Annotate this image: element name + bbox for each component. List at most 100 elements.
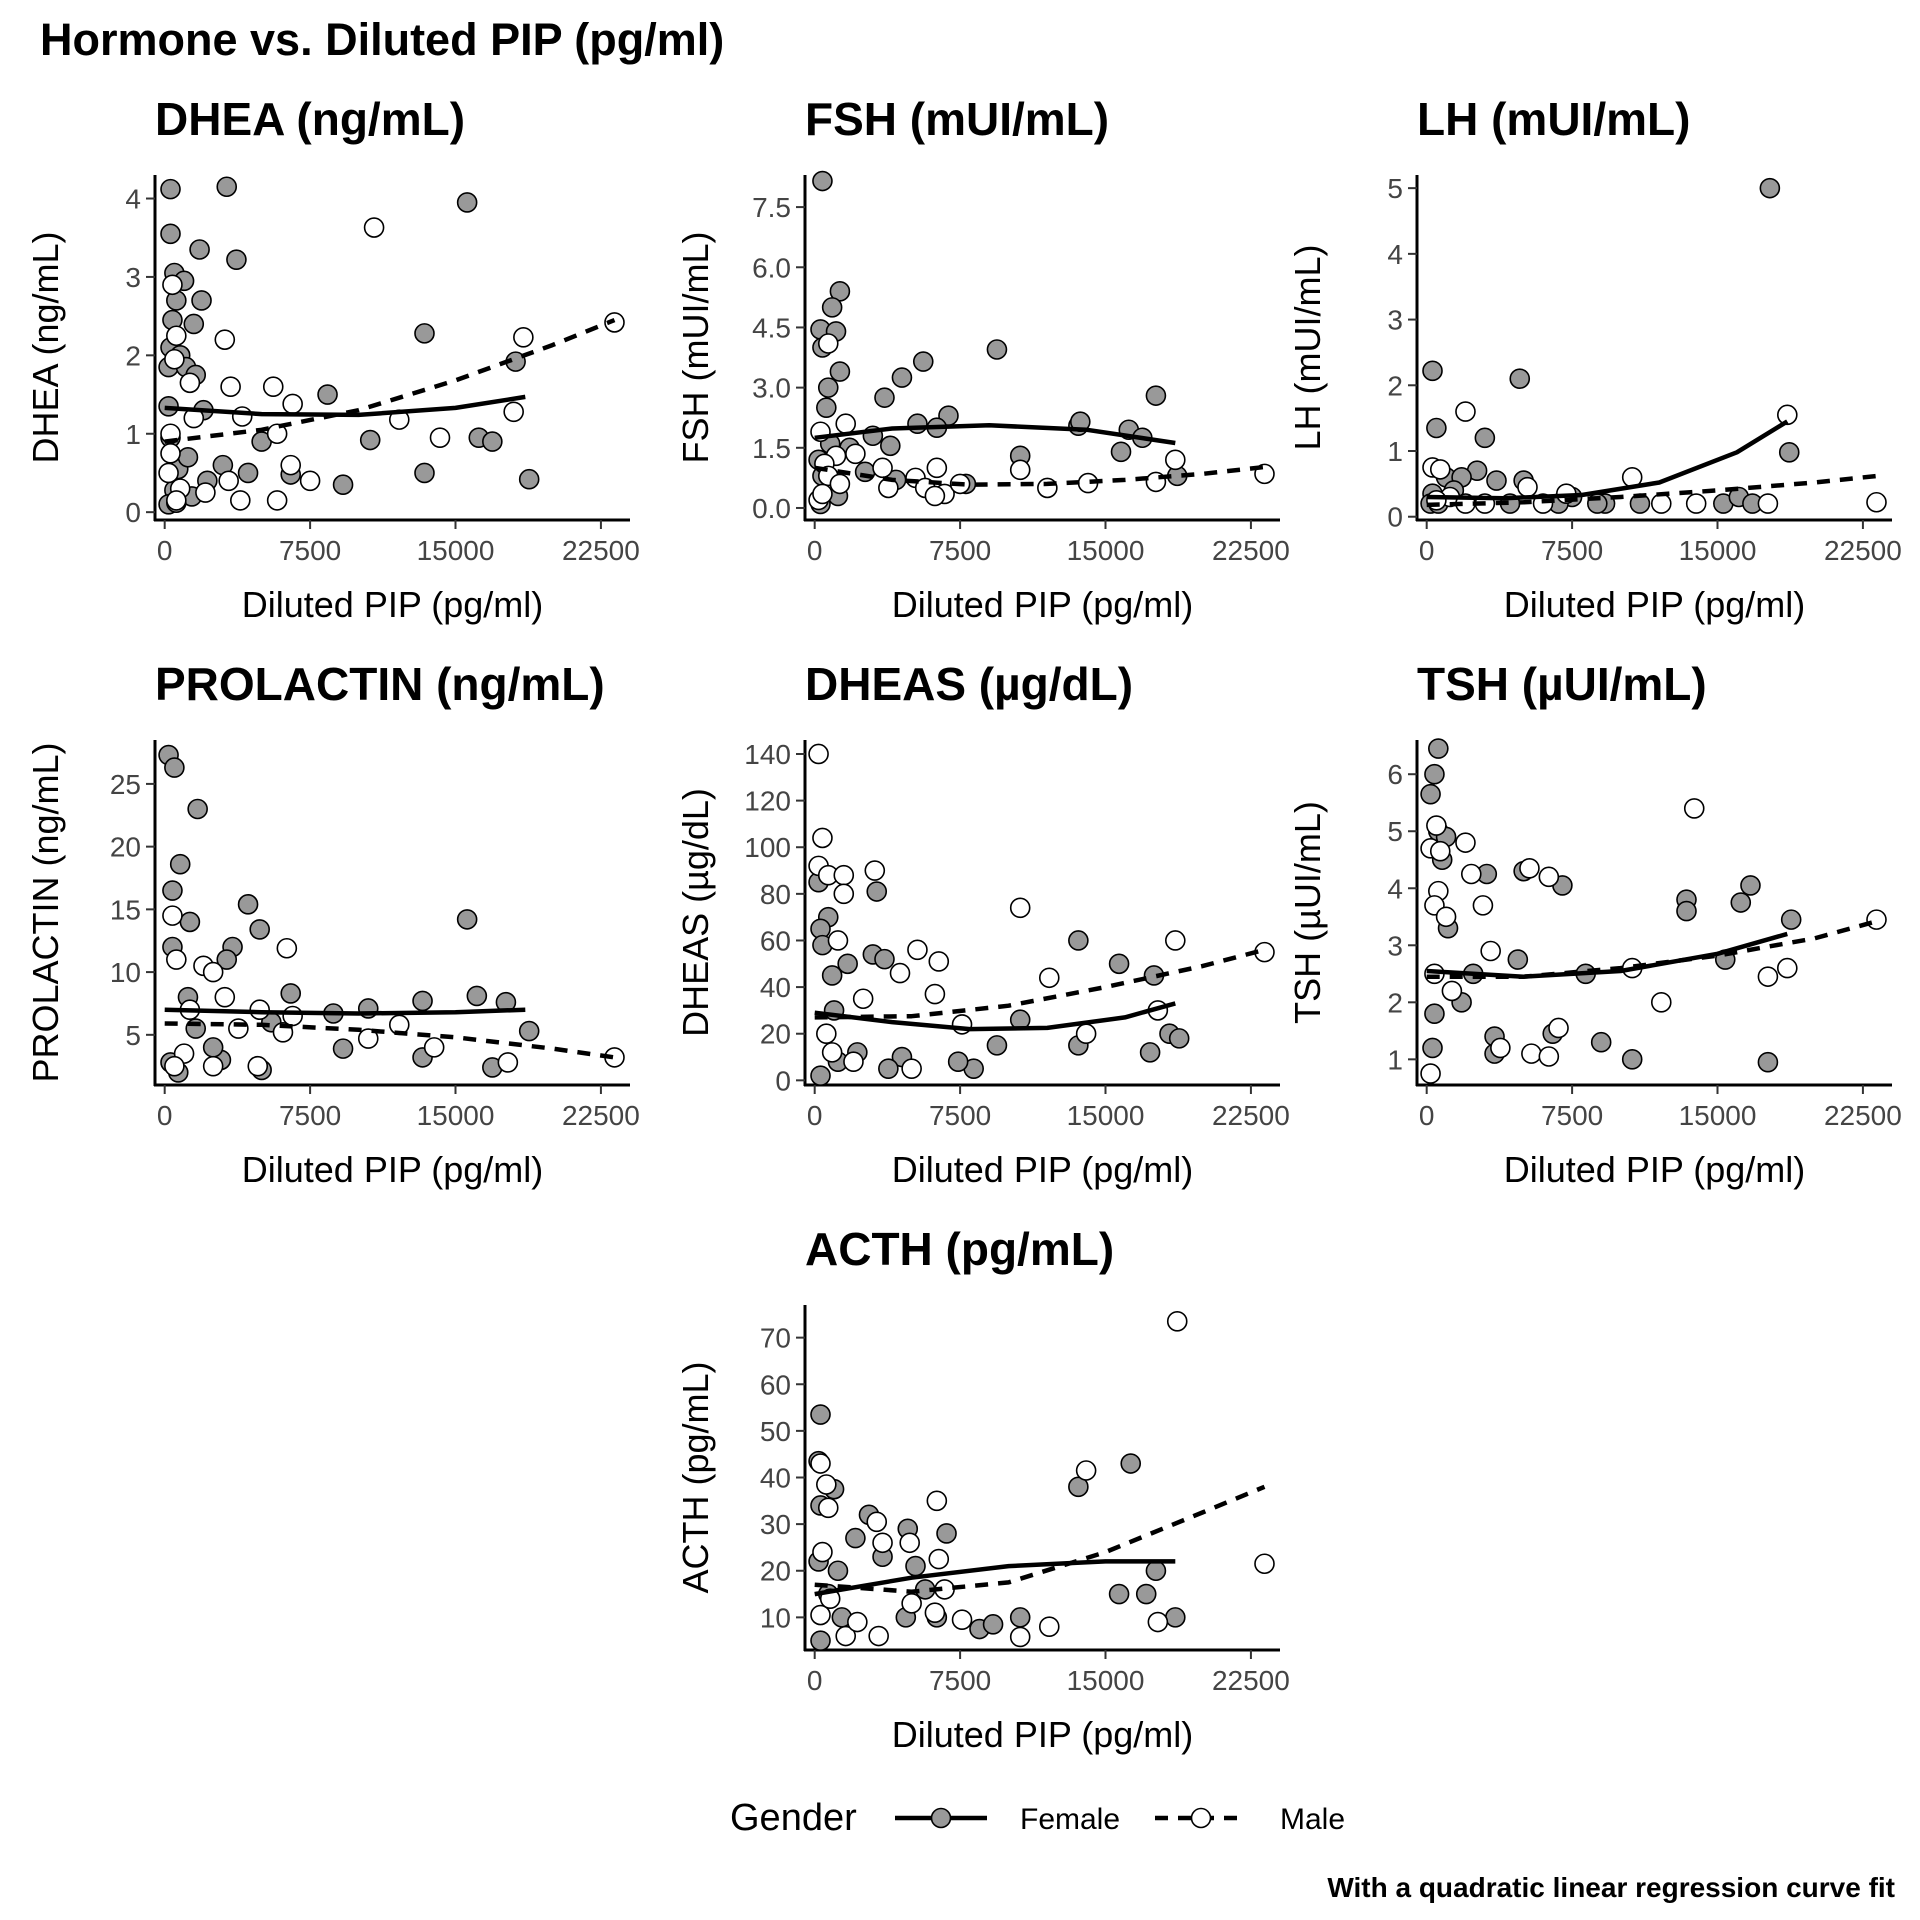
data-point (518, 1020, 540, 1042)
data-point (947, 1051, 969, 1072)
data-point (218, 470, 239, 492)
data-point (874, 948, 895, 970)
data-point (1778, 442, 1800, 463)
y-axis-title: ACTH (pg/mL) (675, 1361, 716, 1593)
x-tick-label: 15000 (1679, 1100, 1757, 1131)
data-point (513, 327, 534, 348)
data-point (1509, 368, 1531, 390)
data-point (986, 339, 1008, 360)
data-point (162, 905, 183, 926)
data-point (845, 1527, 866, 1549)
series-male (810, 1311, 1275, 1648)
data-point (827, 1560, 849, 1582)
y-tick-label: 5 (1387, 173, 1403, 204)
data-point (1866, 909, 1887, 930)
y-tick-label: 60 (760, 1369, 791, 1400)
data-point (821, 1042, 843, 1063)
legend-key-point-female (930, 1807, 952, 1829)
data-point (926, 457, 948, 479)
data-point (456, 192, 478, 213)
y-tick-label: 7.5 (752, 192, 791, 223)
data-point (878, 1058, 899, 1079)
x-tick-label: 22500 (1212, 1665, 1290, 1696)
data-point (166, 490, 187, 511)
data-point (852, 988, 874, 1010)
data-point (1068, 1476, 1089, 1498)
data-point (1075, 1023, 1097, 1045)
y-tick-label: 4 (125, 184, 141, 215)
data-point (912, 351, 934, 372)
data-point (332, 1038, 354, 1059)
data-point (1120, 1453, 1142, 1474)
data-point (1428, 738, 1449, 759)
panel-title: DHEAS (µg/dL) (805, 658, 1133, 710)
data-point (1676, 900, 1697, 922)
x-tick-label: 15000 (1679, 535, 1757, 566)
y-tick-label: 10 (760, 1602, 791, 1633)
data-point (166, 325, 187, 347)
x-tick-label: 22500 (562, 1100, 640, 1131)
data-point (1038, 1616, 1060, 1637)
data-point (1757, 493, 1779, 514)
panel-title: DHEA (ng/mL) (155, 93, 465, 145)
data-point (835, 1625, 857, 1647)
fit-curve-female (1426, 931, 1788, 979)
data-point (179, 911, 201, 933)
panel-2: FSH (mUI/mL) 0 7500 15000 22500 0.0 1.5 3.0 4.5 6… (675, 93, 1290, 625)
data-point (1455, 401, 1476, 422)
panel-title: LH (mUI/mL) (1417, 93, 1690, 145)
data-point (1038, 967, 1060, 989)
data-point (299, 470, 321, 492)
data-point (1108, 953, 1130, 975)
data-point (1590, 1031, 1612, 1053)
data-point (1866, 491, 1887, 513)
fit-curve-male (814, 947, 1266, 1020)
data-point (162, 880, 183, 901)
data-point (214, 329, 236, 350)
data-point (1740, 875, 1761, 896)
data-point (412, 990, 433, 1012)
data-point (1422, 360, 1443, 382)
data-point (1145, 1560, 1167, 1582)
data-point (808, 743, 829, 765)
x-tick-label: 22500 (1824, 1100, 1902, 1131)
data-point (164, 348, 185, 370)
data-point (829, 473, 851, 495)
data-point (868, 1625, 889, 1647)
data-point (901, 1058, 922, 1079)
x-axis-title: Diluted PIP (pg/ml) (892, 1149, 1193, 1190)
y-tick-label: 0 (775, 1065, 791, 1096)
fit-curve-female (1426, 419, 1789, 501)
y-tick-label: 10 (110, 957, 141, 988)
data-point (1424, 763, 1445, 785)
data-point (160, 223, 181, 245)
panel-title: ACTH (pg/mL) (805, 1223, 1114, 1275)
y-tick-label: 100 (744, 832, 791, 863)
data-point (864, 860, 886, 881)
data-point (905, 1555, 926, 1577)
data-point (1517, 476, 1538, 498)
x-axis-title: Diluted PIP (pg/ml) (1504, 584, 1805, 625)
data-point (231, 406, 253, 427)
legend: Gender Female Male (730, 1797, 1345, 1839)
data-point (812, 483, 833, 505)
data-point (1507, 949, 1529, 970)
y-tick-label: 4 (1387, 873, 1403, 904)
data-point (249, 999, 270, 1021)
data-point (1165, 449, 1186, 471)
data-point (169, 853, 191, 875)
data-point (1757, 966, 1779, 987)
data-point (1780, 909, 1802, 930)
data-point (280, 983, 302, 1004)
data-point (158, 462, 179, 484)
series-male (1420, 798, 1887, 1084)
data-point (982, 1614, 1004, 1635)
fit-curve-male (1426, 473, 1877, 508)
data-point (160, 178, 181, 200)
data-point (179, 372, 201, 394)
data-point (926, 1490, 948, 1512)
data-point (1441, 980, 1463, 1002)
y-axis-title: PROLACTIN (ng/mL) (25, 742, 66, 1082)
data-point (1621, 1049, 1643, 1070)
data-point (874, 387, 895, 408)
